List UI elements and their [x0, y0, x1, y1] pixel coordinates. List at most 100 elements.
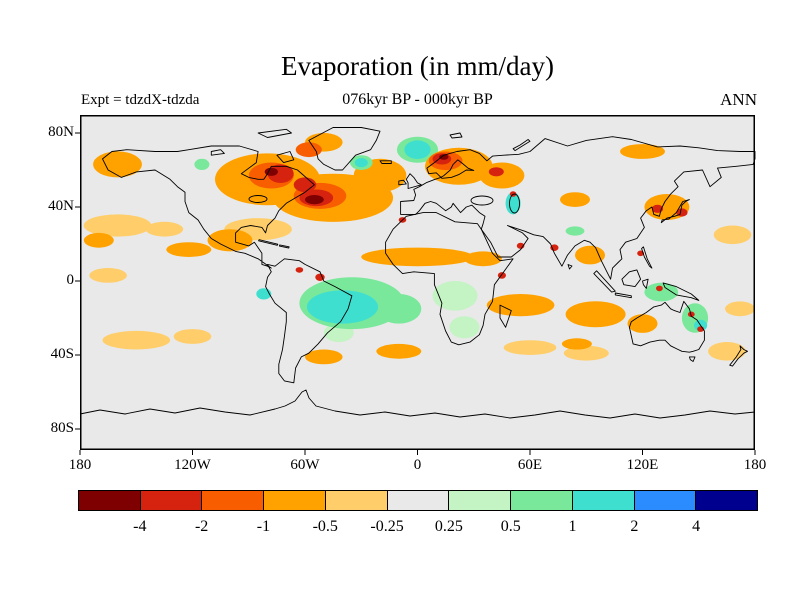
black-sea-outline	[470, 195, 494, 206]
coastlines-layer	[79, 127, 756, 419]
anomaly-region	[708, 342, 746, 361]
colorbar-segment	[696, 491, 758, 510]
anomaly-region	[354, 158, 368, 168]
anomaly-region	[505, 192, 521, 215]
colorbar-segment	[572, 491, 635, 510]
coastline-tasmania	[688, 356, 696, 362]
anomaly-region	[687, 311, 695, 318]
anomaly-region	[561, 338, 592, 350]
colorbar-segment	[634, 491, 697, 510]
coastline-ellesmere	[257, 128, 292, 138]
x-tick-label: 120W	[174, 457, 211, 473]
anomaly-region	[264, 167, 278, 176]
anomaly-region	[432, 281, 478, 311]
colorbar-tick-label: -4	[133, 518, 147, 535]
colorbar-segment	[387, 491, 450, 510]
x-tick-label: 60W	[290, 457, 320, 473]
anomaly-region	[145, 221, 184, 237]
coastline-australia	[628, 300, 705, 353]
y-tick-label: 80S	[50, 420, 74, 436]
y-tick-label: 40S	[50, 346, 74, 362]
coastline-victoria-island	[210, 149, 225, 156]
y-tick-label: 80N	[48, 124, 74, 140]
anomaly-region	[295, 267, 304, 273]
anomaly-layer	[83, 133, 755, 365]
coastline-madagascar	[499, 304, 512, 328]
colorbar-segment	[202, 491, 265, 510]
colorbar-tick-label: -2	[194, 518, 209, 535]
anomaly-region	[449, 316, 480, 339]
colorbar	[78, 490, 758, 511]
y-tick-label: 0	[66, 272, 75, 288]
anomaly-region	[656, 285, 663, 292]
coastline-svalbard	[449, 132, 463, 139]
coastline-south-america	[265, 258, 353, 384]
coastline-ireland	[398, 179, 407, 186]
anomaly-region	[89, 268, 127, 283]
anomaly-region	[376, 343, 422, 359]
anomaly-region	[361, 247, 474, 267]
colorbar-tick-label: -0.25	[370, 518, 404, 535]
colorbar-segment	[511, 491, 573, 510]
coastline-hispaniola	[278, 244, 290, 249]
anomaly-region	[439, 154, 449, 160]
anomaly-region	[565, 301, 626, 328]
anomaly-region	[563, 345, 609, 361]
colorbar-tick-label: 0.25	[434, 518, 463, 535]
anomaly-region	[102, 330, 171, 350]
coastline-antarctica	[79, 389, 756, 419]
anomaly-region	[479, 162, 525, 189]
coastline-iceland	[379, 160, 392, 164]
anomaly-region	[560, 192, 590, 207]
coastline-new-guinea	[662, 282, 700, 301]
colorbar-tick-label: -0.5	[312, 518, 338, 535]
anomaly-region	[306, 290, 379, 324]
anomaly-region	[207, 229, 253, 252]
caspian-sea-outline	[509, 193, 520, 214]
chart-subtitle: 076kyr BP - 000kyr BP	[342, 91, 493, 108]
coastline-north-america	[102, 145, 315, 269]
figure-frame	[80, 115, 755, 450]
coastline-eurasia	[400, 136, 756, 280]
colorbar-tick-label: -1	[256, 518, 271, 535]
colorbar-segment	[449, 491, 512, 510]
anomaly-region	[575, 245, 605, 265]
coastline-britain	[405, 173, 422, 189]
coastline-cuba	[258, 239, 279, 246]
x-tick-label: 120E	[626, 457, 659, 473]
season-label: ANN	[720, 90, 757, 109]
anomaly-region	[651, 204, 664, 213]
anomaly-region	[305, 195, 324, 205]
coastline-borneo	[621, 269, 642, 288]
anomaly-region	[503, 340, 557, 355]
colorbar-segment	[264, 491, 326, 510]
colorbar-tick-label: 2	[630, 518, 639, 535]
great-lakes-outline	[248, 195, 268, 203]
coastline-sri-lanka	[567, 264, 573, 270]
anomaly-region	[173, 329, 212, 344]
coastline-sulawesi	[642, 278, 649, 289]
coastline-africa	[385, 212, 514, 346]
coastline-java	[614, 292, 632, 299]
anomaly-region	[565, 226, 585, 236]
colorbar-segment	[79, 491, 141, 510]
y-tick-label: 40N	[48, 198, 74, 214]
anomaly-region	[725, 301, 755, 317]
anomaly-region	[627, 314, 658, 333]
colorbar-tick-label: 1	[568, 518, 577, 535]
anomaly-region	[194, 158, 210, 170]
anomaly-region	[93, 151, 142, 178]
coastline-greenland	[308, 127, 381, 171]
anomaly-region	[486, 294, 555, 317]
colorbar-tick-label: 4	[692, 518, 701, 535]
coastline-baffin-island	[276, 151, 295, 164]
x-tick-label: 180	[68, 457, 92, 473]
chart-title: Evaporation (in mm/day)	[281, 51, 554, 81]
coastline-japan	[660, 199, 690, 224]
coastline-sumatra	[593, 270, 616, 293]
map-plot	[75, 115, 756, 455]
anomaly-region	[305, 349, 343, 365]
anomaly-region	[644, 282, 679, 302]
anomaly-region	[404, 140, 431, 159]
